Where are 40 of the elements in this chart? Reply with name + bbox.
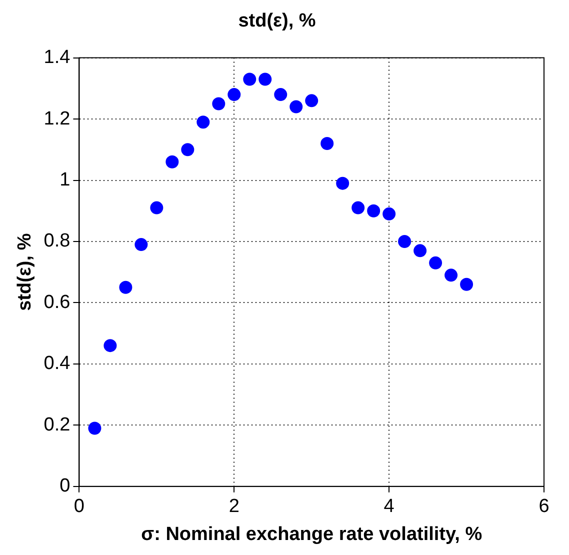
point — [336, 176, 350, 190]
point — [382, 207, 396, 220]
y-tick-label: 0.8 — [44, 230, 70, 252]
y-tick-label: 0.2 — [44, 414, 70, 436]
point — [104, 339, 117, 352]
y-tick-label: 0 — [60, 476, 70, 497]
chart-title: std(ε), % — [238, 10, 316, 32]
point — [212, 97, 226, 110]
x-tick-label: 4 — [384, 496, 395, 518]
x-tick-label: 0 — [74, 496, 84, 518]
x-axis-title: σ: Nominal exchange rate volatility, % — [141, 524, 482, 545]
y-tick-label: 0.6 — [44, 292, 70, 313]
point — [305, 94, 318, 108]
point — [320, 137, 334, 150]
x-tick-label: 2 — [228, 496, 240, 518]
point — [181, 143, 194, 156]
y-tick-label: 1.2 — [44, 108, 70, 130]
y-tick-label: 0.4 — [44, 353, 71, 374]
point — [460, 278, 474, 291]
point — [228, 88, 241, 102]
point — [429, 256, 442, 270]
point — [414, 244, 427, 258]
y-tick-label: 1.4 — [44, 47, 71, 68]
point — [150, 201, 164, 214]
point — [274, 88, 288, 102]
point — [444, 268, 458, 282]
y-tick-label: 1 — [60, 169, 70, 190]
point — [290, 100, 303, 114]
point — [196, 116, 210, 129]
point — [243, 72, 256, 86]
y-axis-title: std(ε), % — [14, 233, 36, 311]
point — [88, 422, 102, 435]
point — [352, 201, 365, 214]
point — [258, 72, 272, 86]
point — [367, 204, 380, 218]
point — [166, 155, 179, 168]
point — [119, 280, 132, 294]
x-tick-label: 6 — [538, 496, 550, 518]
point — [398, 234, 412, 248]
point — [134, 238, 148, 252]
